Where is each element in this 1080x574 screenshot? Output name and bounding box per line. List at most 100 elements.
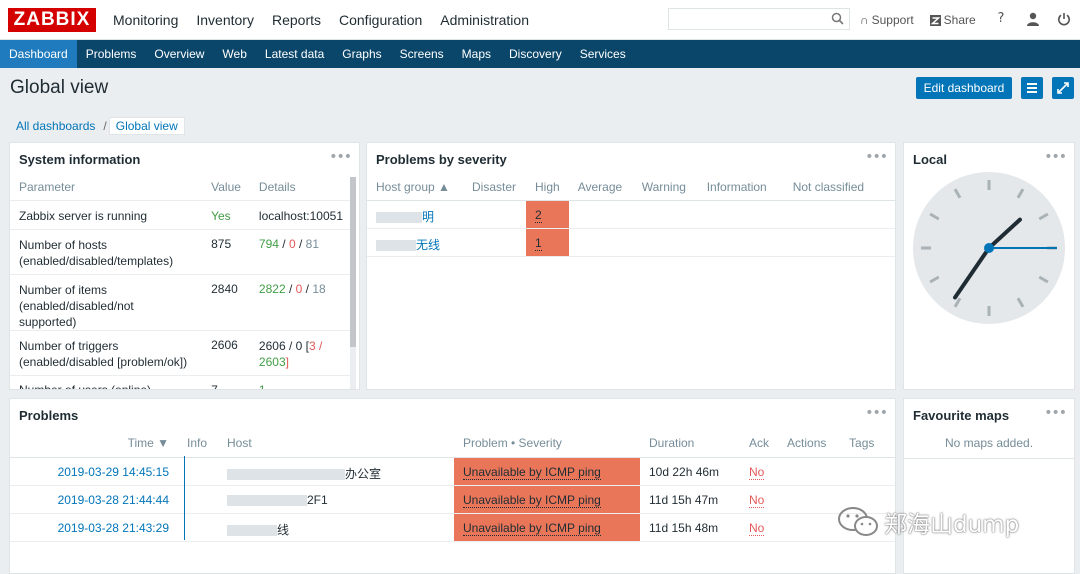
slash: /	[302, 281, 313, 296]
redacted-text	[227, 524, 277, 536]
col-tags: Tags	[849, 436, 875, 450]
widget-title: Local	[913, 152, 947, 167]
menu-inventory[interactable]: Inventory	[196, 12, 254, 28]
tab-dashboard[interactable]: Dashboard	[0, 40, 77, 68]
help-icon[interactable]: ?	[997, 11, 1005, 26]
redacted-text	[376, 211, 422, 223]
tab-latest-data[interactable]: Latest data	[264, 47, 325, 61]
host-cell[interactable]: 线	[218, 513, 454, 541]
col-host-group[interactable]: Host group ▲	[376, 180, 450, 194]
problem-link[interactable]: Unavailable by ICMP ping	[463, 520, 601, 536]
col-ack: Ack	[749, 436, 770, 450]
widget-menu-icon[interactable]: •••	[329, 149, 352, 165]
ok-count: 2603	[258, 354, 286, 369]
widget-menu-icon[interactable]: •••	[865, 149, 888, 165]
watermark-text: 郑海山dump	[884, 512, 1020, 538]
problem-cell[interactable]: Unavailable by ICMP ping	[454, 457, 640, 485]
table-row: Number of triggers (enabled/disabled [pr…	[10, 330, 352, 375]
fullscreen-button[interactable]	[1052, 77, 1074, 99]
tab-discovery[interactable]: Discovery	[509, 47, 562, 61]
high-count[interactable]: 2	[526, 200, 569, 228]
edit-dashboard-button[interactable]: Edit dashboard	[916, 77, 1012, 99]
widget-header: Favourite maps •••	[904, 399, 1074, 429]
col-time[interactable]: Time ▼	[127, 436, 169, 450]
high-count-link[interactable]: 1	[535, 235, 542, 251]
zabbix-logo[interactable]: ZABBIX	[8, 8, 96, 32]
table-row: 2019-03-28 21:44:44 2F1 Unavailable by I…	[10, 485, 895, 513]
clock-tick	[1016, 188, 1025, 199]
col-duration: Duration	[649, 436, 695, 450]
breadcrumb: All dashboards / Global view	[10, 117, 185, 135]
actions-cell	[778, 513, 840, 541]
time-link[interactable]: 2019-03-28 21:44:44	[57, 492, 169, 507]
search-input[interactable]	[669, 9, 829, 29]
time-link[interactable]: 2019-03-29 14:45:15	[57, 464, 169, 479]
sub-nav: Dashboard Problems Overview Web Latest d…	[0, 40, 1080, 68]
warning-cell	[633, 228, 698, 256]
table-row: Number of hosts (enabled/disabled/templa…	[10, 229, 352, 274]
problem-cell[interactable]: Unavailable by ICMP ping	[454, 513, 640, 541]
widget-menu-icon[interactable]: •••	[1044, 149, 1067, 165]
tab-overview[interactable]: Overview	[154, 47, 205, 61]
ack-link[interactable]: No	[749, 492, 765, 508]
empty-message: No maps added.	[944, 436, 1034, 450]
share-link[interactable]: Share	[929, 13, 976, 27]
clock-tick	[1038, 212, 1049, 221]
tab-graphs[interactable]: Graphs	[342, 47, 382, 61]
page-title: Global view	[10, 77, 109, 98]
sign-out-icon[interactable]	[1056, 11, 1072, 27]
ack-cell[interactable]: No	[740, 485, 778, 513]
high-count[interactable]: 1	[526, 228, 569, 256]
menu-configuration[interactable]: Configuration	[339, 12, 423, 28]
widget-menu-icon[interactable]: •••	[865, 405, 888, 421]
host-cell[interactable]: 2F1	[218, 485, 454, 513]
host-group-link[interactable]: 明	[367, 200, 463, 228]
problem-link[interactable]: Unavailable by ICMP ping	[463, 492, 601, 508]
menu-reports[interactable]: Reports	[271, 12, 321, 28]
param-cell: Number of triggers (enabled/disabled [pr…	[19, 338, 188, 369]
menu-monitoring[interactable]: Monitoring	[113, 12, 179, 28]
host-cell[interactable]: 办公室	[218, 457, 454, 485]
col-information: Information	[706, 180, 767, 194]
tab-problems[interactable]: Problems	[85, 47, 137, 61]
hour-hand	[987, 217, 1022, 250]
high-count-link[interactable]: 2	[535, 207, 542, 223]
user-profile-icon[interactable]	[1025, 11, 1041, 27]
col-average: Average	[577, 180, 623, 194]
search-icon[interactable]	[831, 12, 844, 25]
widget-menu-icon[interactable]: •••	[1044, 405, 1067, 421]
tab-screens[interactable]: Screens	[399, 47, 444, 61]
tab-web[interactable]: Web	[222, 47, 247, 61]
ack-link[interactable]: No	[749, 520, 765, 536]
scrollbar-thumb[interactable]	[350, 177, 356, 347]
host-group-link[interactable]: 无线	[367, 228, 463, 256]
dashboard-menu-button[interactable]	[1021, 77, 1043, 99]
not-supported-count: 18	[312, 281, 326, 296]
slash: /	[285, 281, 296, 296]
widget-header: System information •••	[10, 143, 359, 173]
search-box	[668, 8, 850, 30]
details-cell: 794 / 0 / 81	[250, 229, 352, 274]
problem-count: 3	[308, 338, 316, 353]
problems-widget: Problems ••• Time ▼ Info Host Problem • …	[9, 398, 896, 574]
tab-maps[interactable]: Maps	[461, 47, 492, 61]
watermark: 郑海山dump	[836, 505, 1019, 539]
problem-link[interactable]: Unavailable by ICMP ping	[463, 464, 601, 480]
time-link[interactable]: 2019-03-28 21:43:29	[57, 520, 169, 535]
ack-cell[interactable]: No	[740, 457, 778, 485]
main-menu: Monitoring Inventory Reports Configurati…	[104, 0, 538, 40]
table-row: 无线 1	[367, 228, 895, 256]
menu-administration[interactable]: Administration	[440, 12, 529, 28]
scrollbar[interactable]	[350, 177, 356, 389]
problem-cell[interactable]: Unavailable by ICMP ping	[454, 485, 640, 513]
support-link[interactable]: ∩ Support	[860, 13, 914, 27]
tab-services[interactable]: Services	[579, 47, 626, 61]
widget-title: Problems	[19, 408, 79, 423]
breadcrumb-global-view[interactable]: Global view	[108, 117, 185, 135]
breadcrumb-all-dashboards[interactable]: All dashboards	[16, 119, 96, 133]
wechat-logo-icon	[838, 507, 878, 536]
table-header-row: Time ▼ Info Host Problem • Severity Dura…	[10, 429, 895, 457]
ack-link[interactable]: No	[749, 464, 765, 480]
clock-tick	[1038, 275, 1049, 284]
ack-cell[interactable]: No	[740, 513, 778, 541]
